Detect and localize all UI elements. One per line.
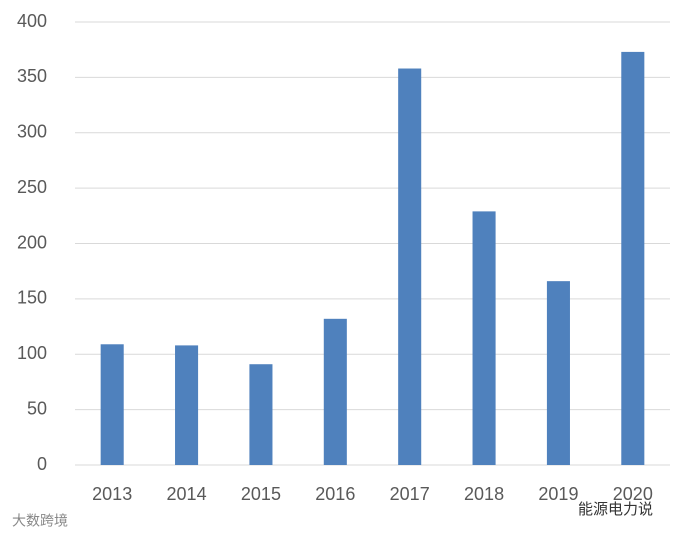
x-tick-label: 2019	[538, 484, 578, 504]
bar	[249, 364, 273, 465]
y-tick-label: 50	[27, 398, 47, 418]
bar	[398, 68, 422, 465]
bar	[175, 345, 199, 465]
bar	[472, 211, 496, 465]
y-tick-label: 200	[17, 232, 47, 252]
bar	[621, 51, 645, 466]
bar	[323, 318, 347, 465]
x-tick-label: 2018	[464, 484, 504, 504]
y-tick-label: 100	[17, 343, 47, 363]
y-tick-label: 300	[17, 122, 47, 142]
x-tick-label: 2017	[390, 484, 430, 504]
x-tick-label: 2014	[167, 484, 207, 504]
y-tick-label: 400	[17, 11, 47, 31]
y-tick-label: 350	[17, 66, 47, 86]
y-tick-label: 150	[17, 288, 47, 308]
bar	[546, 281, 570, 465]
y-tick-label: 0	[37, 454, 47, 474]
x-tick-label: 2016	[315, 484, 355, 504]
y-tick-label: 250	[17, 177, 47, 197]
x-tick-label: 2013	[92, 484, 132, 504]
x-tick-label: 2020	[613, 484, 653, 504]
watermark: 大数跨境	[12, 513, 68, 529]
bar	[100, 344, 124, 465]
watermark: 能源电力说	[578, 501, 653, 518]
x-tick-label: 2015	[241, 484, 281, 504]
